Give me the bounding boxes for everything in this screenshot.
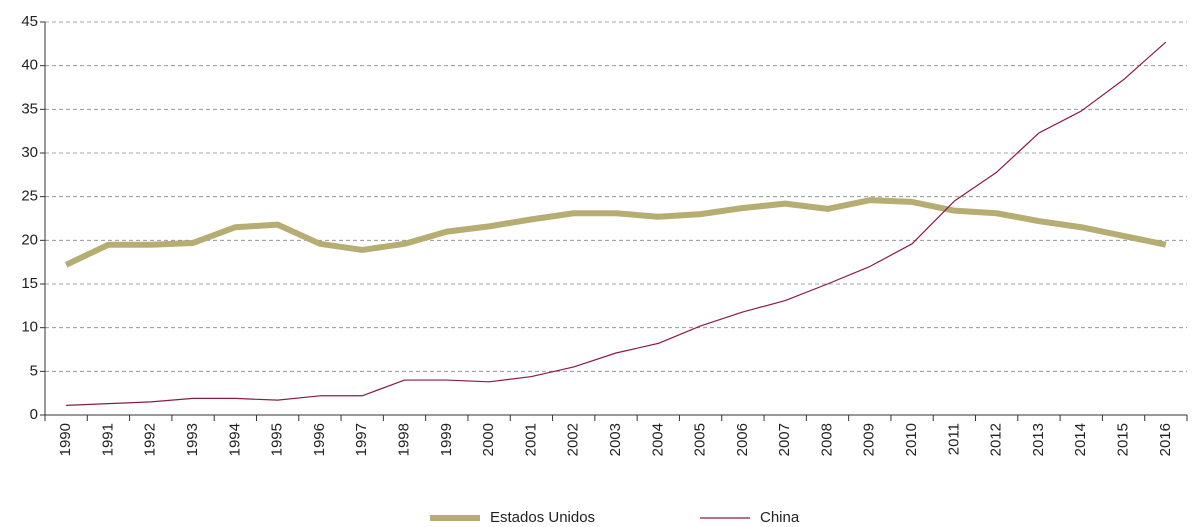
x-tick-label: 1996: [311, 423, 328, 456]
line-series: [66, 41, 1167, 406]
legend-label: Estados Unidos: [490, 509, 595, 526]
x-tick-label: 2001: [522, 423, 539, 456]
x-tick-label: 1998: [395, 423, 412, 456]
y-tick-label: 35: [21, 100, 38, 117]
x-tick-label: 1991: [99, 423, 116, 456]
y-tick-label: 10: [21, 319, 38, 336]
x-tick-label: 1993: [184, 423, 201, 456]
line-series: [64, 197, 1167, 268]
x-tick-label: 2015: [1115, 423, 1132, 456]
y-tick-label: 25: [21, 188, 38, 205]
x-tick-label: 2011: [945, 423, 962, 455]
x-tick-label: 1990: [57, 423, 74, 456]
y-tick-label: 5: [30, 362, 38, 379]
y-tick-label: 15: [21, 275, 38, 292]
y-tick-label: 0: [30, 406, 38, 423]
x-tick-label: 2003: [607, 423, 624, 456]
x-tick-label: 1995: [269, 423, 286, 456]
x-tick-label: 2000: [480, 423, 497, 456]
legend-label: China: [760, 509, 800, 526]
y-tick-label: 20: [21, 231, 38, 248]
x-tick-label: 2006: [734, 423, 751, 456]
x-tick-label: 2008: [818, 423, 835, 456]
y-tick-label: 40: [21, 57, 38, 74]
x-tick-label: 2009: [861, 423, 878, 456]
y-tick-label: 30: [21, 144, 38, 161]
x-tick-label: 2002: [565, 423, 582, 456]
x-tick-label: 2010: [903, 423, 920, 456]
x-tick-label: 2012: [988, 423, 1005, 456]
x-tick-label: 2004: [649, 423, 666, 456]
x-tick-label: 1994: [226, 423, 243, 456]
x-tick-label: 1997: [353, 423, 370, 456]
x-tick-label: 2007: [776, 423, 793, 456]
x-tick-label: 2005: [692, 423, 709, 456]
x-tick-label: 2016: [1157, 423, 1174, 456]
x-tick-label: 1992: [142, 423, 159, 456]
y-tick-label: 45: [21, 13, 38, 30]
x-tick-label: 2013: [1030, 423, 1047, 456]
x-tick-label: 2014: [1072, 423, 1089, 456]
x-tick-label: 1999: [438, 423, 455, 456]
